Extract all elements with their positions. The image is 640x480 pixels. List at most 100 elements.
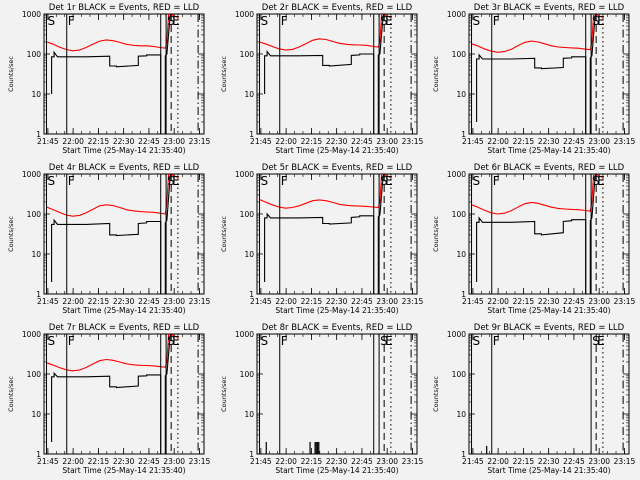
x-tick-label: 22:30 [113, 137, 135, 146]
marker-label: F [281, 174, 288, 188]
x-tick-label: 22:00 [62, 457, 84, 466]
marker-label: F [493, 174, 500, 188]
y-tick-label: 1000 [22, 330, 41, 339]
y-tick-label: 10 [244, 90, 254, 99]
x-axis-label: Start Time (25-May-14 21:35:40) [487, 306, 610, 315]
panel-title: Det 5r BLACK = Events, RED = LLD [262, 163, 413, 173]
x-tick-label: 22:30 [538, 297, 560, 306]
x-tick-label: 23:00 [588, 137, 610, 146]
marker-label: F [281, 14, 288, 28]
x-tick-label: 22:45 [138, 297, 160, 306]
plot-frame [43, 333, 205, 455]
marker-label: S [48, 334, 56, 348]
y-tick-label: 1 [249, 130, 254, 139]
y-tick-label: 1 [249, 290, 254, 299]
y-tick-label: 10 [244, 250, 254, 259]
x-tick-label: 22:00 [487, 457, 509, 466]
y-axis-label: Counts/sec [432, 56, 440, 92]
panel-title: Det 4r BLACK = Events, RED = LLD [49, 163, 200, 173]
x-tick-label: 22:15 [88, 137, 110, 146]
x-tick-label: 21:45 [250, 137, 272, 146]
y-axis-label: Counts/sec [7, 56, 15, 92]
events-series-line [264, 14, 384, 134]
x-tick-label: 23:15 [614, 137, 636, 146]
events-series-line [51, 14, 171, 134]
lld-series-line [46, 334, 179, 372]
x-axis-label: Start Time (25-May-14 21:35:40) [487, 466, 610, 475]
marker-label: S [48, 174, 56, 188]
y-tick-label: 1000 [22, 10, 41, 19]
x-axis-label: Start Time (25-May-14 21:35:40) [62, 466, 185, 475]
marker-label: E [385, 334, 393, 348]
marker-label: E [172, 14, 180, 28]
panel-det-6: Det 6r BLACK = Events, RED = LLD 1 10 100 10… [432, 163, 635, 315]
x-tick-label: 22:15 [88, 297, 110, 306]
y-tick-label: 1 [461, 130, 466, 139]
marker-label: F [68, 174, 75, 188]
marker-label: S [261, 14, 269, 28]
x-tick-label: 22:45 [351, 457, 373, 466]
x-tick-label: 23:00 [376, 137, 398, 146]
lld-series-line [46, 14, 179, 52]
x-tick-label: 23:15 [402, 137, 424, 146]
x-tick-label: 22:45 [138, 137, 160, 146]
y-tick-label: 100 [27, 210, 42, 219]
x-tick-label: 23:00 [588, 297, 610, 306]
events-series-line [264, 174, 384, 294]
y-tick-label: 100 [240, 210, 255, 219]
marker-label: F [493, 14, 500, 28]
y-axis-label: Counts/sec [7, 216, 15, 252]
y-tick-label: 10 [31, 250, 41, 259]
events-series-line [51, 174, 171, 294]
x-axis-label: Start Time (25-May-14 21:35:40) [62, 146, 185, 155]
x-tick-label: 23:15 [402, 297, 424, 306]
panel-det-1: Det 1r BLACK = Events, RED = LLD 1 10 100 10… [7, 3, 210, 155]
panel-title: Det 6r BLACK = Events, RED = LLD [474, 163, 625, 173]
panel-title: Det 2r BLACK = Events, RED = LLD [262, 3, 413, 13]
y-tick-label: 1 [461, 290, 466, 299]
x-tick-label: 21:45 [250, 457, 272, 466]
y-tick-label: 10 [456, 90, 466, 99]
lld-series-line [471, 174, 604, 215]
marker-label: S [261, 174, 269, 188]
y-tick-label: 10 [31, 90, 41, 99]
plot-frame [468, 333, 630, 455]
y-tick-label: 1000 [22, 170, 41, 179]
x-tick-label: 22:00 [487, 297, 509, 306]
marker-label: E [597, 334, 605, 348]
panel-title: Det 1r BLACK = Events, RED = LLD [49, 3, 200, 13]
x-tick-label: 22:00 [62, 137, 84, 146]
x-tick-label: 21:45 [462, 297, 484, 306]
panel-det-7: Det 7r BLACK = Events, RED = LLD 1 10 100 10… [7, 323, 210, 475]
panel-det-8: Det 8r BLACK = Events, RED = LLD 1 10 100 10… [220, 323, 423, 475]
y-tick-label: 1 [461, 450, 466, 459]
panel-title: Det 3r BLACK = Events, RED = LLD [474, 3, 625, 13]
y-axis-label: Counts/sec [220, 376, 228, 412]
x-tick-label: 22:45 [351, 297, 373, 306]
plot-frame [468, 13, 630, 135]
x-tick-label: 22:00 [487, 137, 509, 146]
marker-label: E [385, 14, 393, 28]
x-tick-label: 22:30 [326, 137, 348, 146]
x-axis-label: Start Time (25-May-14 21:35:40) [275, 306, 398, 315]
x-tick-label: 23:00 [376, 457, 398, 466]
x-tick-label: 22:00 [275, 297, 297, 306]
x-tick-label: 22:30 [538, 137, 560, 146]
plot-frame [43, 173, 205, 295]
x-tick-label: 22:30 [326, 297, 348, 306]
lld-series-line [471, 14, 604, 53]
x-tick-label: 22:45 [563, 137, 585, 146]
marker-label: F [281, 334, 288, 348]
marker-label: S [48, 14, 56, 28]
events-series-line [476, 14, 596, 134]
y-tick-label: 10 [456, 410, 466, 419]
x-tick-label: 23:00 [163, 137, 185, 146]
plot-frame [43, 13, 205, 135]
y-tick-label: 100 [452, 370, 467, 379]
y-tick-label: 100 [27, 370, 42, 379]
y-tick-label: 10 [244, 410, 254, 419]
x-tick-label: 21:45 [462, 457, 484, 466]
y-tick-label: 1000 [235, 330, 254, 339]
y-tick-label: 1000 [447, 170, 466, 179]
